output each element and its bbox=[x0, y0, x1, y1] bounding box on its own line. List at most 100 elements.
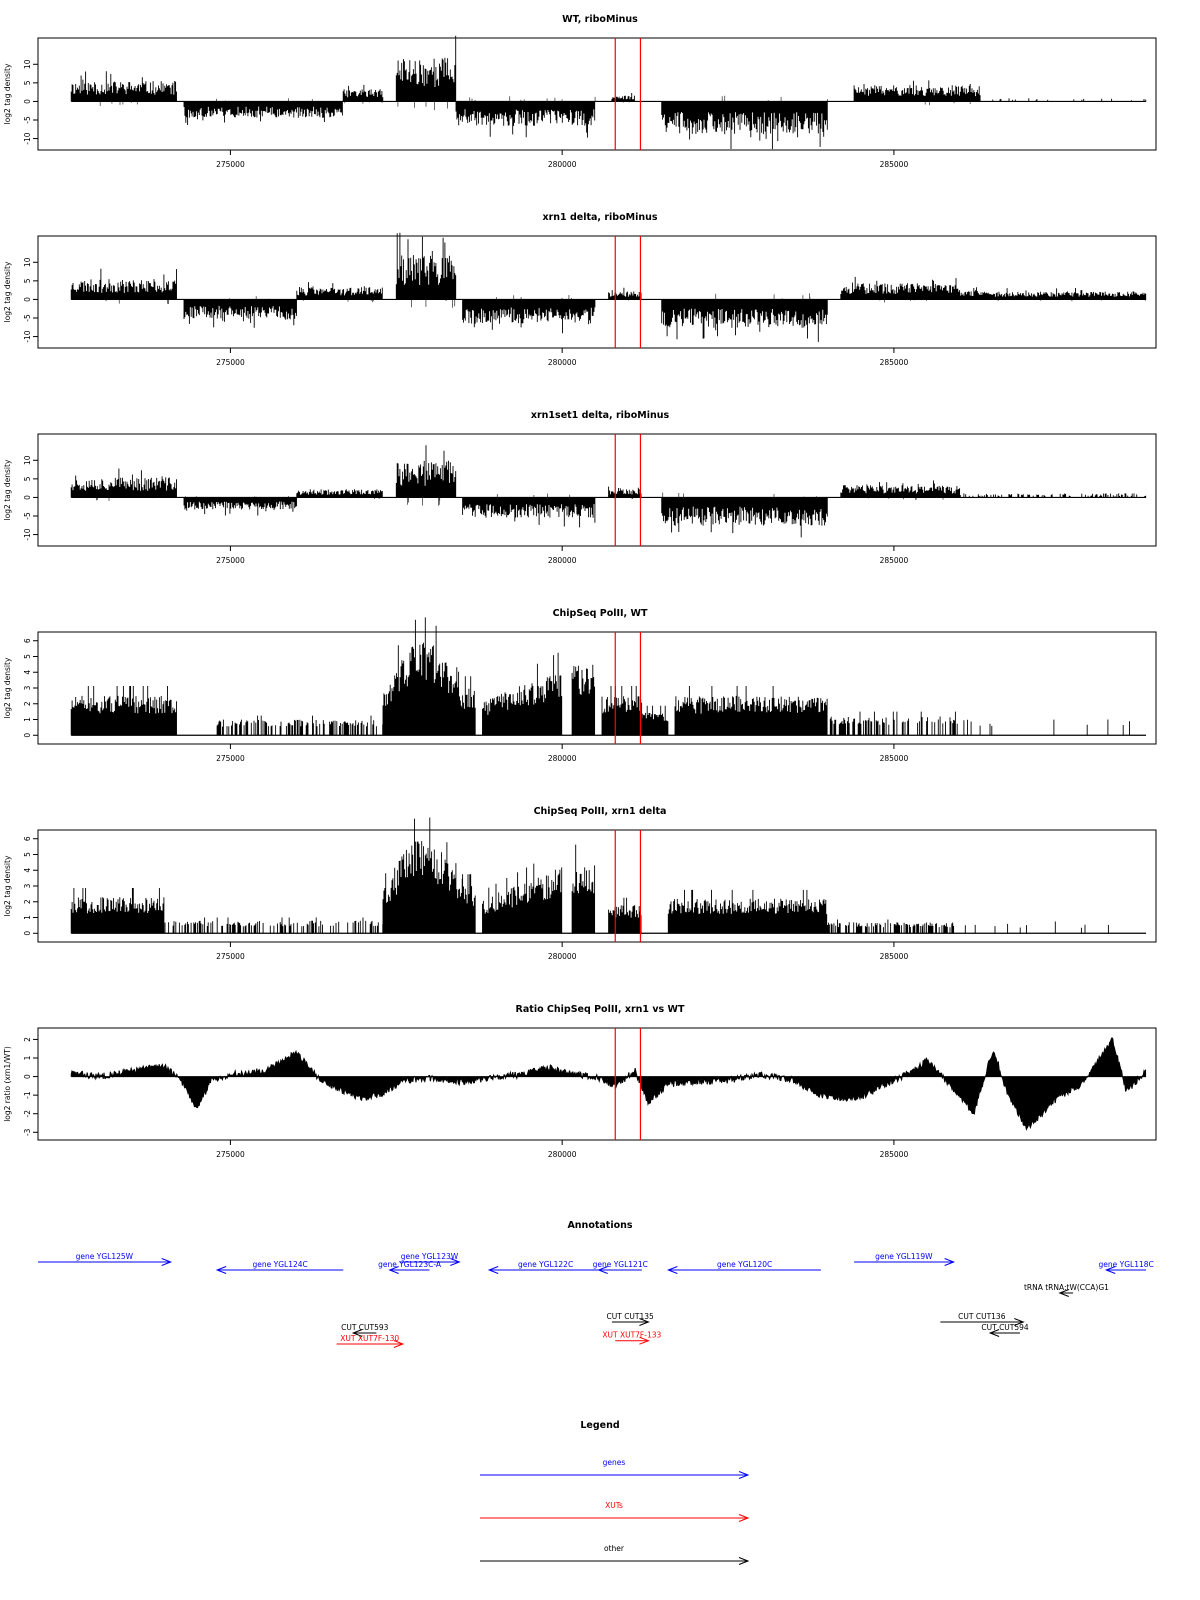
x-tick-label: 280000 bbox=[548, 556, 577, 565]
y-tick-label: 4 bbox=[23, 868, 32, 873]
x-axis: 275000 280000 285000 bbox=[216, 1140, 908, 1159]
marker-lines bbox=[614, 236, 642, 348]
y-tick-label: 1 bbox=[23, 717, 32, 722]
y-axis: 10 5 0 -5 -10 log2 tag density bbox=[3, 257, 38, 343]
arrow-head bbox=[1014, 1318, 1025, 1326]
panel-title: Ratio ChipSeq PolII, xrn1 vs WT bbox=[516, 1004, 685, 1015]
feature-label: CUT CUT594 bbox=[981, 1323, 1029, 1332]
y-tick-label: 0 bbox=[23, 931, 32, 936]
feature-label: XUT XUT7F-133 bbox=[602, 1331, 661, 1340]
y-axis-label: log2 tag density bbox=[3, 261, 12, 322]
legend-label: genes bbox=[603, 1458, 626, 1467]
feature-label: gene YGL124C bbox=[253, 1260, 308, 1269]
feature-5: gene YGL121C bbox=[593, 1260, 648, 1274]
feature-7: gene YGL119W bbox=[854, 1252, 956, 1266]
legend-item-other: other bbox=[480, 1544, 750, 1565]
arrow-head bbox=[666, 1266, 678, 1274]
arrow-head bbox=[738, 1557, 750, 1565]
feature-label: gene YGL125W bbox=[76, 1252, 134, 1261]
signal-bars bbox=[70, 617, 1130, 736]
y-axis-label: log2 tag density bbox=[3, 459, 12, 520]
ratio-bars bbox=[70, 1037, 1147, 1130]
y-tick-label: -5 bbox=[23, 314, 32, 322]
feature-label: gene YGL118C bbox=[1099, 1260, 1154, 1269]
x-axis: 275000 280000 285000 bbox=[216, 546, 908, 565]
signal-bars bbox=[70, 817, 1109, 934]
legend-title: Legend bbox=[580, 1420, 619, 1431]
marker-lines bbox=[614, 830, 642, 942]
plot-frame bbox=[37, 37, 1157, 151]
y-axis: 10 5 0 -5 -10 log2 tag density bbox=[3, 455, 38, 541]
y-tick-label: 0 bbox=[23, 99, 32, 104]
feature-4: gene YGL122C bbox=[487, 1260, 602, 1274]
y-tick-label: -3 bbox=[23, 1128, 32, 1136]
feature-label: gene YGL120C bbox=[717, 1260, 772, 1269]
plot-frame bbox=[37, 1027, 1157, 1141]
feature-10: CUT CUT593 bbox=[341, 1323, 389, 1337]
y-axis: 2 1 0 -1 -2 -3 log2 ratio (xrn1/WT) bbox=[3, 1037, 38, 1136]
plot-frame bbox=[37, 433, 1157, 547]
arrow-head bbox=[393, 1340, 405, 1348]
feature-label: tRNA tRNA:tW(CCA)G1 bbox=[1024, 1283, 1109, 1292]
y-axis-label: log2 ratio (xrn1/WT) bbox=[3, 1046, 12, 1122]
y-tick-label: 2 bbox=[23, 701, 32, 706]
signal-bars bbox=[70, 35, 1147, 150]
y-tick-label: 0 bbox=[23, 1074, 32, 1079]
feature-2: gene YGL123W bbox=[399, 1252, 461, 1266]
y-tick-label: 1 bbox=[23, 915, 32, 920]
feature-0: gene YGL125W bbox=[38, 1252, 173, 1266]
x-tick-label: 285000 bbox=[880, 160, 909, 169]
y-tick-label: 2 bbox=[23, 1037, 32, 1042]
y-tick-label: -10 bbox=[23, 528, 32, 540]
plot-frame bbox=[37, 829, 1157, 943]
panel-3: ChipSeq PolII, WT 0 1 2 3 4 5 6 log2 tag density… bbox=[3, 608, 1157, 763]
legend-item-xuts: XUTs bbox=[480, 1501, 750, 1522]
plot-frame bbox=[37, 235, 1157, 349]
arrow-head bbox=[161, 1258, 173, 1266]
feature-label: CUT CUT136 bbox=[958, 1312, 1006, 1321]
arrow-head bbox=[351, 1329, 363, 1337]
data-marks bbox=[70, 617, 1147, 736]
feature-14: CUT CUT136 bbox=[940, 1312, 1025, 1326]
x-tick-label: 285000 bbox=[880, 1150, 909, 1159]
y-axis: 10 5 0 -5 -10 log2 tag density bbox=[3, 59, 38, 145]
y-tick-label: 4 bbox=[23, 670, 32, 675]
annotations-title: Annotations bbox=[567, 1220, 632, 1231]
feature-label: CUT CUT135 bbox=[607, 1312, 655, 1321]
arrow-head bbox=[215, 1266, 227, 1274]
panel-2: xrn1set1 delta, riboMinus 10 5 0 -5 -10 log2 t… bbox=[3, 410, 1157, 565]
y-tick-label: -5 bbox=[23, 116, 32, 124]
y-axis-label: log2 tag density bbox=[3, 855, 12, 916]
x-tick-label: 280000 bbox=[548, 952, 577, 961]
x-tick-label: 280000 bbox=[548, 160, 577, 169]
x-tick-label: 285000 bbox=[880, 358, 909, 367]
x-axis: 275000 280000 285000 bbox=[216, 942, 908, 961]
x-axis: 275000 280000 285000 bbox=[216, 348, 908, 367]
y-tick-label: 5 bbox=[23, 654, 32, 659]
y-tick-label: 5 bbox=[23, 80, 32, 85]
x-tick-label: 275000 bbox=[216, 358, 245, 367]
feature-label: gene YGL119W bbox=[875, 1252, 933, 1261]
arrow-head bbox=[388, 1266, 399, 1274]
x-tick-label: 285000 bbox=[880, 952, 909, 961]
plot-frame bbox=[37, 631, 1157, 745]
feature-3: gene YGL123C-A bbox=[378, 1260, 442, 1274]
arrow-head bbox=[1104, 1266, 1116, 1274]
x-axis: 275000 280000 285000 bbox=[216, 744, 908, 763]
y-tick-label: 3 bbox=[23, 883, 32, 888]
y-tick-label: -10 bbox=[23, 330, 32, 342]
feature-1: gene YGL124C bbox=[215, 1260, 344, 1274]
legend-label: other bbox=[604, 1544, 625, 1553]
data-marks bbox=[70, 1036, 1147, 1131]
x-tick-label: 275000 bbox=[216, 754, 245, 763]
x-tick-label: 285000 bbox=[880, 754, 909, 763]
feature-label: gene YGL121C bbox=[593, 1260, 648, 1269]
arrow-head bbox=[738, 1471, 750, 1479]
y-tick-label: 6 bbox=[23, 836, 32, 841]
x-tick-label: 280000 bbox=[548, 1150, 577, 1159]
y-tick-label: 5 bbox=[23, 278, 32, 283]
marker-lines bbox=[614, 632, 642, 744]
x-tick-label: 275000 bbox=[216, 952, 245, 961]
marker-lines bbox=[614, 1028, 642, 1140]
